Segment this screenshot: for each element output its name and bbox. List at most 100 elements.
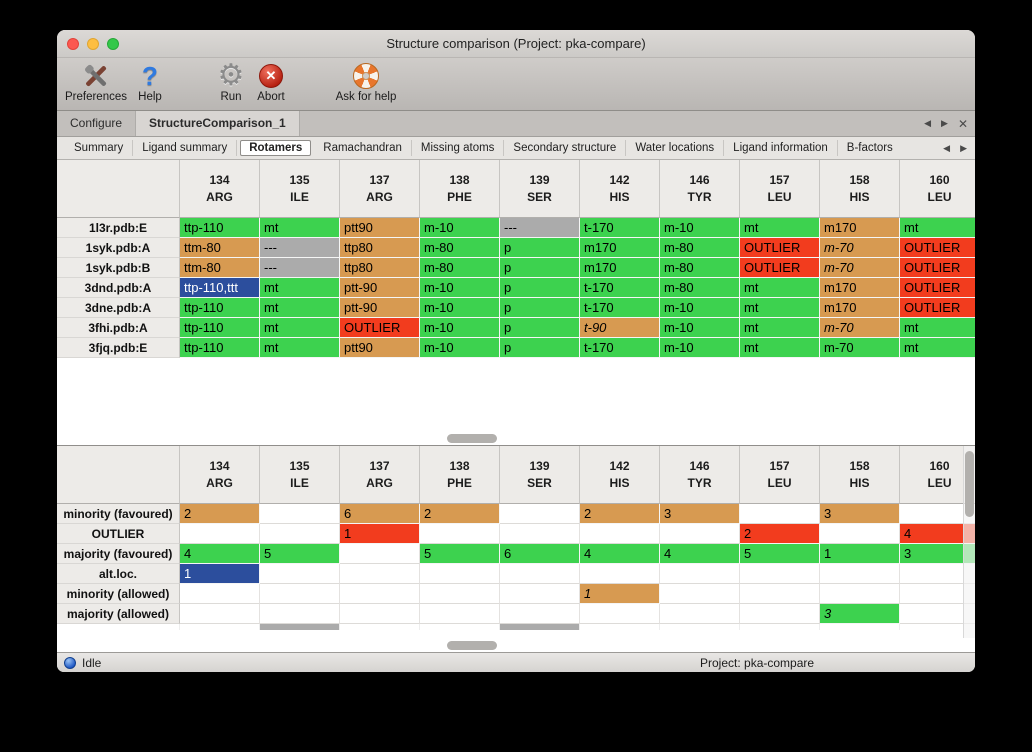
table-cell[interactable]: OUTLIER [900, 238, 975, 258]
table-cell[interactable] [900, 564, 975, 584]
table-cell[interactable]: m-80 [660, 258, 740, 278]
table-cell[interactable]: 2 [740, 524, 820, 544]
table-cell[interactable] [580, 564, 660, 584]
table-cell[interactable]: ttp-110 [180, 318, 260, 338]
subtab-ligand-information[interactable]: Ligand information [724, 140, 838, 156]
table-cell[interactable] [740, 504, 820, 524]
column-header-138[interactable]: 138 PHE [420, 160, 500, 218]
table-cell[interactable]: ttp-110,ttt [180, 278, 260, 298]
table-cell[interactable]: 5 [740, 544, 820, 564]
column-header-134[interactable]: 134 ARG [180, 160, 260, 218]
table-cell[interactable]: mt [740, 338, 820, 358]
table-cell[interactable]: t-170 [580, 298, 660, 318]
column-header-146[interactable]: 146 TYR [660, 446, 740, 504]
table-cell[interactable]: --- [500, 218, 580, 238]
column-header-157[interactable]: 157 LEU [740, 160, 820, 218]
table-cell[interactable]: m-10 [420, 338, 500, 358]
table-cell[interactable]: m-10 [660, 218, 740, 238]
table-cell[interactable] [340, 584, 420, 604]
table-cell[interactable]: t-170 [580, 278, 660, 298]
row-label[interactable]: 1l3r.pdb:E [57, 218, 180, 238]
table-cell[interactable]: m-70 [820, 238, 900, 258]
table-cell[interactable] [340, 604, 420, 624]
splitter-track[interactable] [57, 433, 975, 444]
table-cell[interactable]: 1 [340, 524, 420, 544]
table-cell[interactable] [420, 524, 500, 544]
run-button[interactable]: ⚙ Run [213, 61, 249, 104]
table-cell[interactable] [260, 564, 340, 584]
table-cell[interactable]: m-10 [660, 318, 740, 338]
tab-close-icon[interactable]: ✕ [957, 116, 968, 131]
tab-nav-forward-icon[interactable]: ▶ [941, 118, 948, 128]
table-cell[interactable]: mt [900, 338, 975, 358]
column-header-135[interactable]: 135 ILE [260, 446, 340, 504]
subtab-summary[interactable]: Summary [65, 140, 134, 156]
table-cell[interactable]: ttp-110 [180, 218, 260, 238]
table-cell[interactable]: 4 [660, 544, 740, 564]
table-cell[interactable] [500, 524, 580, 544]
table-cell[interactable]: mt [900, 218, 975, 238]
row-label[interactable]: 3fjq.pdb:E [57, 338, 180, 358]
table-cell[interactable]: m-80 [420, 238, 500, 258]
column-header-137[interactable]: 137 ARG [340, 446, 420, 504]
table-cell[interactable]: m-70 [820, 318, 900, 338]
row-label[interactable]: majority (favoured) [57, 544, 180, 564]
table-cell[interactable]: --- [260, 258, 340, 278]
column-header-142[interactable]: 142 HIS [580, 446, 660, 504]
table-cell[interactable]: ptt-90 [340, 298, 420, 318]
table-cell[interactable] [900, 504, 975, 524]
column-header-135[interactable]: 135 ILE [260, 160, 340, 218]
vertical-scrollbar-track[interactable] [963, 446, 975, 638]
table-cell[interactable] [420, 584, 500, 604]
subtab-rotamers[interactable]: Rotamers [240, 140, 312, 156]
column-header-158[interactable]: 158 HIS [820, 446, 900, 504]
subtab-water-locations[interactable]: Water locations [626, 140, 725, 156]
table-cell[interactable] [420, 564, 500, 584]
table-cell[interactable]: OUTLIER [900, 298, 975, 318]
table-cell[interactable]: OUTLIER [740, 258, 820, 278]
table-cell[interactable]: m170 [820, 218, 900, 238]
table-cell[interactable]: 3 [820, 604, 900, 624]
table-cell[interactable]: 4 [580, 544, 660, 564]
subtab-missing-atoms[interactable]: Missing atoms [412, 140, 505, 156]
table-cell[interactable] [660, 584, 740, 604]
column-header-160[interactable]: 160 LEU [900, 160, 975, 218]
subtab-b-factors[interactable]: B-factors [846, 142, 893, 154]
column-header-138[interactable]: 138 PHE [420, 446, 500, 504]
table-cell[interactable]: m170 [820, 298, 900, 318]
table-cell[interactable]: OUTLIER [900, 278, 975, 298]
table-cell[interactable] [260, 584, 340, 604]
table-cell[interactable]: mt [740, 318, 820, 338]
column-header-137[interactable]: 137 ARG [340, 160, 420, 218]
table-cell[interactable]: p [500, 278, 580, 298]
tab-structure-comparison-1[interactable]: StructureComparison_1 [136, 111, 300, 136]
table-cell[interactable]: 6 [500, 544, 580, 564]
table-cell[interactable] [180, 584, 260, 604]
preferences-button[interactable]: Preferences [61, 61, 131, 103]
table-cell[interactable]: m-10 [660, 338, 740, 358]
table-cell[interactable] [340, 564, 420, 584]
abort-button[interactable]: ✕ Abort [251, 61, 291, 103]
table-cell[interactable] [420, 604, 500, 624]
table-cell[interactable]: m-10 [660, 298, 740, 318]
titlebar[interactable]: Structure comparison (Project: pka-compa… [57, 30, 975, 58]
table-cell[interactable]: 3 [660, 504, 740, 524]
table-cell[interactable]: OUTLIER [900, 258, 975, 278]
table-cell[interactable]: m-80 [420, 258, 500, 278]
vertical-scrollbar-thumb[interactable] [965, 451, 974, 517]
table-cell[interactable] [820, 524, 900, 544]
row-label[interactable]: 3dnd.pdb:A [57, 278, 180, 298]
table-cell[interactable] [740, 604, 820, 624]
table-cell[interactable]: ttp80 [340, 238, 420, 258]
table-cell[interactable]: mt [900, 318, 975, 338]
table-cell[interactable] [820, 564, 900, 584]
table-cell[interactable]: p [500, 238, 580, 258]
column-header-158[interactable]: 158 HIS [820, 160, 900, 218]
table-cell[interactable] [260, 524, 340, 544]
table-cell[interactable]: m170 [580, 258, 660, 278]
table-cell[interactable] [260, 604, 340, 624]
table-cell[interactable]: m170 [580, 238, 660, 258]
table-cell[interactable] [500, 564, 580, 584]
table-cell[interactable]: p [500, 258, 580, 278]
table-cell[interactable]: mt [260, 318, 340, 338]
